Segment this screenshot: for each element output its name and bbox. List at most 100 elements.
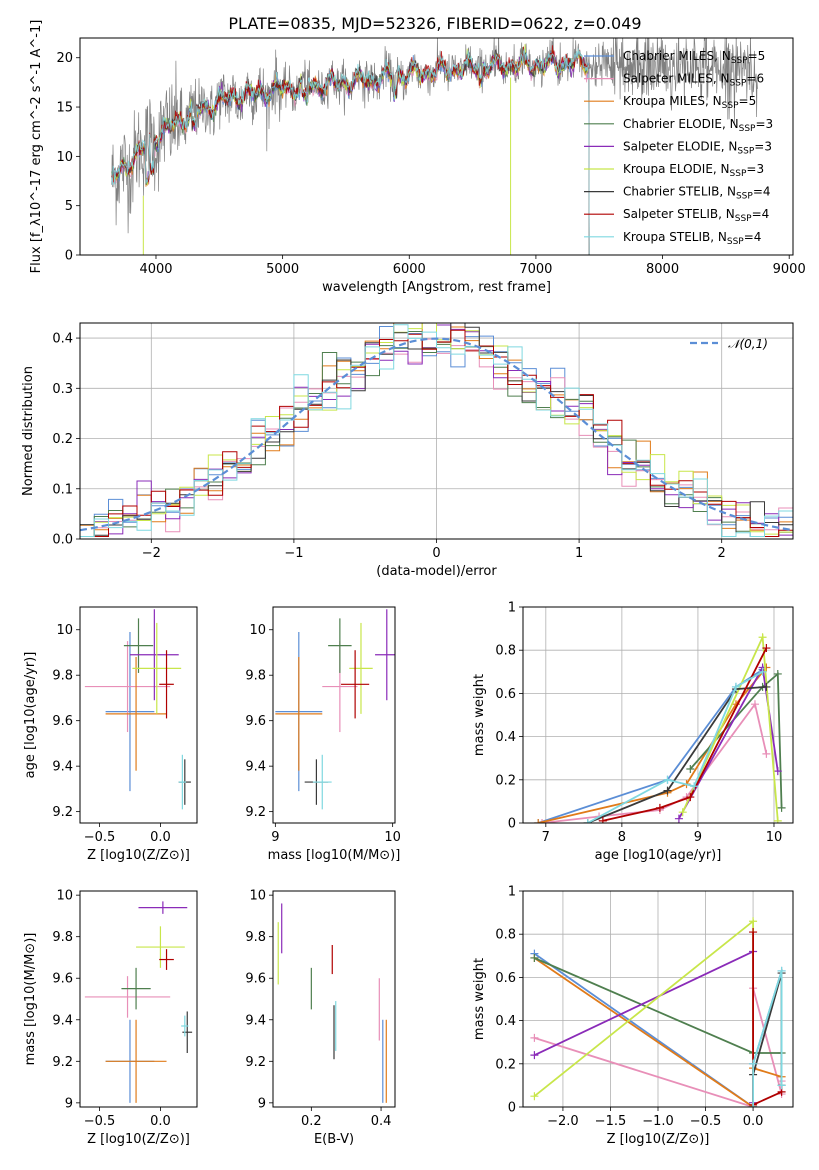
- errorbar-salpeter-stelib: [159, 650, 174, 719]
- errorbar-salpeter-elodie: [138, 901, 188, 914]
- y-tick-label: 9.8: [52, 669, 73, 684]
- y-tick-label: 10: [56, 623, 73, 638]
- x-tick-label: 7000: [519, 262, 552, 277]
- x-tick-label: 0.2: [301, 1114, 322, 1129]
- errorbar-chabrier-elodie: [328, 618, 352, 673]
- y-tick-label: 0.8: [495, 644, 516, 659]
- weight-marker: [674, 814, 683, 823]
- axes-frame: [79, 322, 794, 540]
- weight-marker: [762, 644, 771, 653]
- weight-marker: [773, 767, 782, 776]
- y-tick-label: 9.6: [52, 972, 73, 987]
- y-tick-label: 0.2: [52, 432, 73, 447]
- weight-marker: [534, 819, 543, 823]
- figure-title: PLATE=0835, MJD=52326, FIBERID=0622, z=0…: [228, 14, 641, 33]
- legend-label-chabrier-elodie: Chabrier ELODIE, NSSP=3: [623, 117, 773, 134]
- axes-frame: [79, 606, 198, 824]
- x-tick-label: 4000: [139, 262, 172, 277]
- y-tick-label: 9.2: [245, 1055, 266, 1070]
- weight-marker: [598, 816, 607, 823]
- errorbar-salpeter-stelib: [159, 949, 174, 970]
- y-tick-label: 0.2: [495, 773, 516, 788]
- y-axis-label: mass [log10(M/M⊙)]: [23, 933, 38, 1066]
- x-tick-label: 0.4: [371, 1114, 392, 1129]
- errorbar-kroupa-elodie: [136, 926, 185, 968]
- legend-label-salpeter-stelib: Salpeter STELIB, NSSP=4: [623, 207, 769, 224]
- errorbar-salpeter-miles: [84, 641, 171, 733]
- y-tick-label: 0.3: [52, 382, 73, 397]
- x-axis-label: Z [log10(Z/Z⊙)]: [87, 1132, 190, 1147]
- y-tick-label: 0.6: [495, 971, 516, 986]
- weight-series-kroupa-elodie: [530, 917, 758, 1107]
- y-axis-label: Normed distribution: [21, 366, 36, 496]
- legend-label-kroupa-elodie: Kroupa ELODIE, NSSP=3: [623, 162, 764, 179]
- normal-legend-label: 𝒩(0,1): [728, 337, 768, 351]
- y-tick-label: 5: [65, 199, 73, 214]
- normal-curve: [80, 337, 793, 532]
- weight-series-kroupa-stelib: [749, 966, 786, 1107]
- x-tick-label: 5000: [266, 262, 299, 277]
- x-tick-label: −1.5: [595, 1114, 627, 1129]
- weight-series-chabrier-miles: [534, 665, 767, 823]
- hist-kroupa-stelib: [80, 324, 793, 539]
- y-tick-label: 0: [508, 817, 516, 832]
- y-tick-label: 0.4: [52, 332, 73, 347]
- x-tick-label: 0.0: [150, 830, 171, 845]
- x-tick-label: 0: [432, 546, 440, 561]
- x-axis-label: Z [log10(Z/Z⊙)]: [87, 848, 190, 863]
- axes-frame: [272, 606, 396, 824]
- errorbar-chabrier-stelib: [182, 1011, 193, 1053]
- weight-line: [587, 686, 767, 823]
- errorbar-kroupa-stelib: [181, 1015, 189, 1037]
- y-tick-label: 1: [508, 601, 516, 616]
- errorbar-chabrier-elodie: [121, 967, 151, 1010]
- grid-lines: [523, 606, 793, 824]
- weight-marker: [777, 803, 786, 812]
- y-tick-label: 0: [65, 249, 73, 264]
- model-line-kroupa-miles: [111, 49, 590, 255]
- axes-frame: [522, 606, 794, 824]
- weight-marker: [538, 819, 547, 823]
- weight-marker: [773, 816, 782, 823]
- x-axis-label: age [log10(age/yr)]: [595, 848, 722, 863]
- x-axis-label: (data-model)/error: [376, 564, 497, 579]
- x-tick-label: 9000: [773, 262, 806, 277]
- y-axis-label: mass weight: [472, 958, 487, 1040]
- plot-area: [275, 609, 395, 810]
- y-tick-label: 0.2: [495, 1057, 516, 1072]
- x-tick-label: 0.0: [743, 1114, 764, 1129]
- y-tick-label: 9.2: [245, 805, 266, 820]
- x-axis-label: E(B-V): [314, 1132, 354, 1147]
- panel-mass-vs-ebv: 0.2 0.4 9 9.2 9.4 9.6 9.8 10 E(B-V): [245, 889, 396, 1147]
- y-tick-label: 9.8: [245, 669, 266, 684]
- axes-frame: [522, 890, 794, 1108]
- y-tick-label: 9.4: [52, 760, 73, 775]
- weight-marker: [686, 793, 695, 802]
- x-tick-label: 8: [618, 830, 626, 845]
- y-axis-label: age [log10(age/yr)]: [23, 652, 38, 779]
- panel-age-vs-Z: −0.5 0.0 9.2 9.4 9.6 9.8 10 Z [log10(Z/Z⊙)] age …: [23, 606, 198, 863]
- legend-label-chabrier-miles: Chabrier MILES, NSSP=5: [623, 49, 765, 66]
- y-tick-label: 9: [258, 1096, 266, 1111]
- panel-age-vs-mass: 9 10 9.2 9.4 9.6 9.8 10 mass [log10(M/M⊙)]: [245, 606, 401, 863]
- y-tick-label: 0.0: [52, 533, 73, 548]
- legend-label-chabrier-stelib: Chabrier STELIB, NSSP=4: [623, 185, 771, 202]
- panel-weight-vs-Z: −2.0 −1.5 −1.0 −0.5 0.0 0 0.2 0.4 0.6 0.8 1 Z [log1…: [472, 885, 794, 1147]
- y-tick-label: 15: [56, 101, 73, 116]
- weight-marker: [686, 765, 695, 773]
- legend-label-kroupa-stelib: Kroupa STELIB, NSSP=4: [623, 230, 761, 247]
- y-tick-label: 10: [249, 623, 266, 638]
- y-tick-label: 9.2: [52, 805, 73, 820]
- errorbar-kroupa-miles: [105, 1019, 167, 1103]
- x-tick-label: −0.5: [84, 1114, 116, 1129]
- y-tick-label: 0: [508, 1101, 516, 1116]
- weight-marker: [777, 966, 786, 975]
- errorbar-salpeter-miles: [84, 976, 171, 1018]
- errorbar-salpeter-stelib: [341, 650, 370, 719]
- errorbar-chabrier-miles: [105, 632, 155, 792]
- legend-label-salpeter-miles: Salpeter MILES, NSSP=6: [623, 72, 764, 89]
- weight-line: [533, 919, 754, 1105]
- y-axis-label: Flux [f_λ10^-17 erg cm^-2 s^-1 A^-1]: [29, 20, 44, 274]
- weight-line: [752, 970, 783, 1107]
